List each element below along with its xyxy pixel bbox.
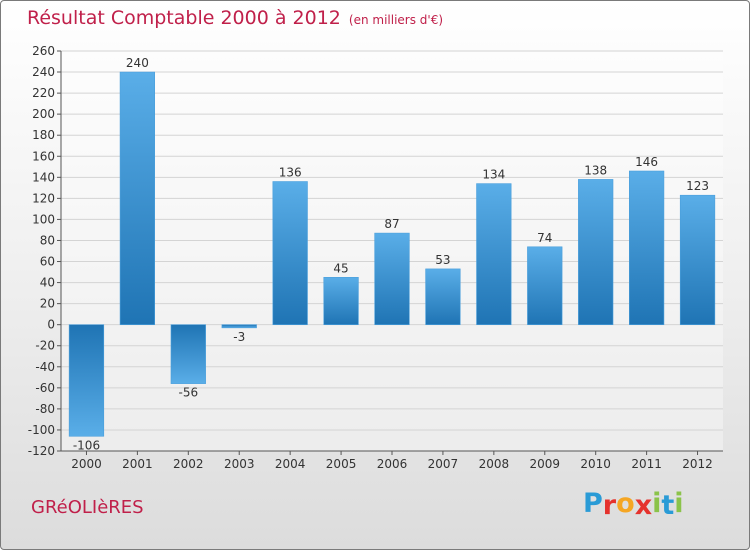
y-tick-label: -60 [35, 381, 55, 395]
y-tick-label: -20 [35, 339, 55, 353]
data-label-2006: 87 [384, 217, 399, 231]
y-tick-label: 240 [32, 65, 55, 79]
bar-2006 [374, 232, 410, 325]
logo-letter: P [583, 488, 603, 519]
bar-2010 [578, 179, 614, 325]
data-label-2007: 53 [435, 253, 450, 267]
bar-2011 [629, 170, 665, 325]
x-tick-label-2003: 2003 [224, 457, 255, 471]
y-tick-label: -100 [28, 423, 55, 437]
y-tick-label: 140 [32, 170, 55, 184]
chart-title: Résultat Comptable 2000 à 2012 (en millie… [27, 7, 443, 29]
y-tick-label: 60 [40, 255, 55, 269]
x-tick-label-2002: 2002 [173, 457, 204, 471]
bar-2002 [170, 324, 206, 384]
data-label-2005: 45 [333, 261, 348, 275]
x-tick-label-2005: 2005 [326, 457, 357, 471]
logo-letter: i [652, 488, 662, 519]
bar-2009 [527, 246, 563, 325]
y-tick-label: 40 [40, 276, 55, 290]
x-tick-label-2008: 2008 [479, 457, 510, 471]
data-label-2008: 134 [482, 168, 505, 182]
x-tick-label-2009: 2009 [529, 457, 560, 471]
logo-letter: r [602, 490, 617, 521]
bar-2004 [272, 181, 308, 325]
y-tick-label: 20 [40, 297, 55, 311]
x-tick-label-2012: 2012 [682, 457, 713, 471]
y-tick-label: 80 [40, 233, 55, 247]
data-label-2003: -3 [233, 330, 245, 344]
data-label-2001: 240 [126, 56, 149, 70]
data-label-2012: 123 [686, 179, 709, 193]
y-tick-label: 220 [32, 86, 55, 100]
y-tick-label: 200 [32, 107, 55, 121]
data-label-2010: 138 [584, 163, 607, 177]
logo-letter: x [634, 490, 653, 521]
y-tick-label: -120 [28, 444, 55, 458]
bar-2007 [425, 268, 461, 325]
y-tick-label: 120 [32, 191, 55, 205]
commune-name: GRéOLIèRES [31, 497, 144, 518]
y-tick-label: 100 [32, 212, 55, 226]
bar-2000 [68, 324, 105, 437]
data-label-2011: 146 [635, 155, 658, 169]
chart-subtitle: (en milliers d'€) [348, 13, 444, 27]
y-tick-label: -40 [35, 360, 55, 374]
data-label-2000: -106 [73, 438, 100, 452]
bar-2005 [323, 277, 359, 325]
proxiti-logo: Proxiti [583, 488, 684, 521]
data-label-2002: -56 [179, 386, 199, 400]
bar-2003 [221, 324, 257, 329]
bar-2012 [679, 194, 716, 325]
y-tick-label: -80 [35, 402, 55, 416]
chart-title-text: Résultat Comptable 2000 à 2012 [27, 7, 341, 29]
logo-letter: i [674, 488, 684, 519]
data-label-2009: 74 [537, 231, 552, 245]
x-tick-label-2004: 2004 [275, 457, 306, 471]
y-tick-label: 160 [32, 149, 55, 163]
x-tick-label-2010: 2010 [580, 457, 611, 471]
y-tick-label: 260 [32, 44, 55, 58]
y-tick-label: 0 [47, 318, 55, 332]
logo-letter: t [661, 490, 675, 521]
x-tick-label-2007: 2007 [428, 457, 459, 471]
x-tick-label-2006: 2006 [377, 457, 408, 471]
logo-letter: o [616, 488, 635, 519]
x-tick-label-2000: 2000 [71, 457, 102, 471]
bar-2008 [476, 183, 512, 325]
y-tick-label: 180 [32, 128, 55, 142]
bar-2001 [119, 71, 155, 325]
data-label-2004: 136 [279, 166, 302, 180]
x-tick-label-2011: 2011 [631, 457, 662, 471]
x-tick-label-2001: 2001 [122, 457, 153, 471]
